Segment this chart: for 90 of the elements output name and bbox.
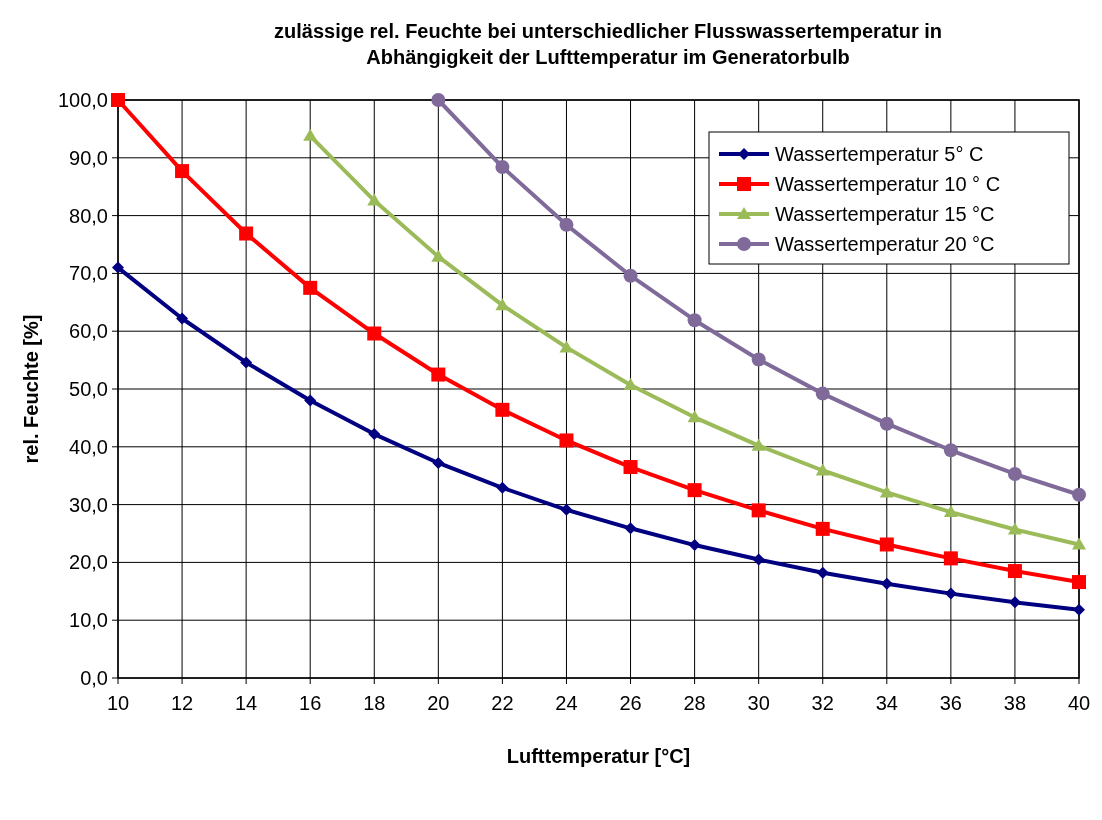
point	[1007, 522, 1022, 535]
x-tick-label: 38	[1003, 692, 1027, 714]
point	[431, 93, 446, 107]
x-tick-label: 14	[235, 692, 258, 714]
point	[752, 553, 765, 566]
point	[815, 386, 830, 401]
y-tick-label: 100,0	[57, 89, 108, 111]
x-tick-label: 36	[939, 692, 962, 714]
point	[943, 551, 958, 566]
x-tick-label: 40	[1067, 692, 1091, 714]
y-tick-label: 70,0	[69, 262, 108, 285]
chart-title: zulässige rel. Feuchte bei unterschiedlicher Flusswassertemperatur in Abhängigkeit der Lufttemperatur im Generatorbulb	[273, 20, 942, 68]
x-tick-label: 28	[683, 692, 706, 714]
point	[1007, 466, 1022, 481]
point	[495, 160, 510, 175]
point	[367, 326, 382, 341]
legend-label: Wassertemperatur 15 °C	[775, 203, 995, 225]
point	[751, 503, 766, 518]
point	[303, 280, 318, 295]
point	[1072, 487, 1086, 502]
point	[687, 410, 702, 423]
x-tick-label: 22	[491, 692, 514, 714]
x-tick-label: 10	[106, 692, 130, 714]
point	[879, 537, 894, 552]
point	[304, 394, 317, 407]
point	[623, 377, 638, 390]
point	[687, 313, 702, 328]
x-tick-label: 24	[555, 692, 578, 714]
point	[559, 433, 574, 448]
point	[815, 463, 830, 476]
x-tick-label: 16	[299, 692, 322, 714]
point	[176, 312, 189, 325]
point	[431, 367, 446, 382]
point	[239, 226, 254, 241]
y-axis-title: rel. Feuchte [%]	[20, 314, 42, 464]
y-tick-label: 40,0	[69, 435, 108, 458]
point	[559, 340, 574, 353]
point	[1007, 564, 1022, 579]
point	[1008, 596, 1021, 609]
point	[303, 128, 318, 141]
point	[944, 587, 957, 600]
point	[175, 164, 190, 179]
point	[751, 352, 766, 367]
x-tick-label: 20	[427, 692, 450, 714]
point	[688, 539, 701, 552]
x-tick-label: 26	[619, 692, 642, 714]
x-axis-title: Lufttemperatur [°C]	[506, 745, 691, 767]
y-tick-label: 0,0	[80, 667, 108, 689]
point	[112, 261, 124, 274]
point	[879, 416, 894, 431]
point	[560, 503, 573, 516]
point	[751, 438, 766, 451]
point	[496, 481, 509, 494]
point	[1072, 537, 1086, 550]
point	[624, 522, 637, 535]
point	[815, 521, 830, 536]
point	[367, 193, 382, 206]
y-tick-label: 50,0	[69, 378, 108, 400]
point	[880, 577, 893, 590]
point	[495, 298, 510, 311]
y-tick-label: 30,0	[69, 493, 108, 516]
x-tick-label: 34	[875, 692, 898, 714]
y-tick-label: 60,0	[69, 320, 108, 343]
legend-label: Wassertemperatur 5° C	[775, 143, 984, 165]
point	[240, 356, 253, 369]
y-tick-label: 10,0	[69, 609, 108, 632]
x-tick-label: 18	[363, 692, 386, 714]
legend-label: Wassertemperatur 10 ° C	[775, 173, 1001, 195]
point	[495, 402, 510, 417]
legend-label: Wassertemperatur 20 °C	[775, 233, 995, 255]
point	[559, 217, 574, 232]
y-tick-label: 90,0	[69, 146, 108, 169]
y-tick-label: 20,0	[69, 551, 108, 574]
point	[431, 249, 446, 262]
y-tick-label: 80,0	[69, 204, 108, 227]
point	[432, 456, 445, 469]
point	[816, 566, 829, 579]
x-tick-label: 12	[170, 692, 194, 714]
point	[943, 443, 958, 458]
point	[368, 428, 381, 441]
x-tick-label: 32	[811, 692, 834, 714]
point	[111, 93, 125, 107]
point	[623, 460, 638, 475]
point	[623, 268, 638, 283]
point	[879, 485, 894, 498]
point	[943, 505, 958, 518]
point	[1072, 575, 1086, 590]
point	[1073, 603, 1085, 616]
x-tick-label: 30	[747, 692, 770, 714]
point	[687, 483, 702, 498]
